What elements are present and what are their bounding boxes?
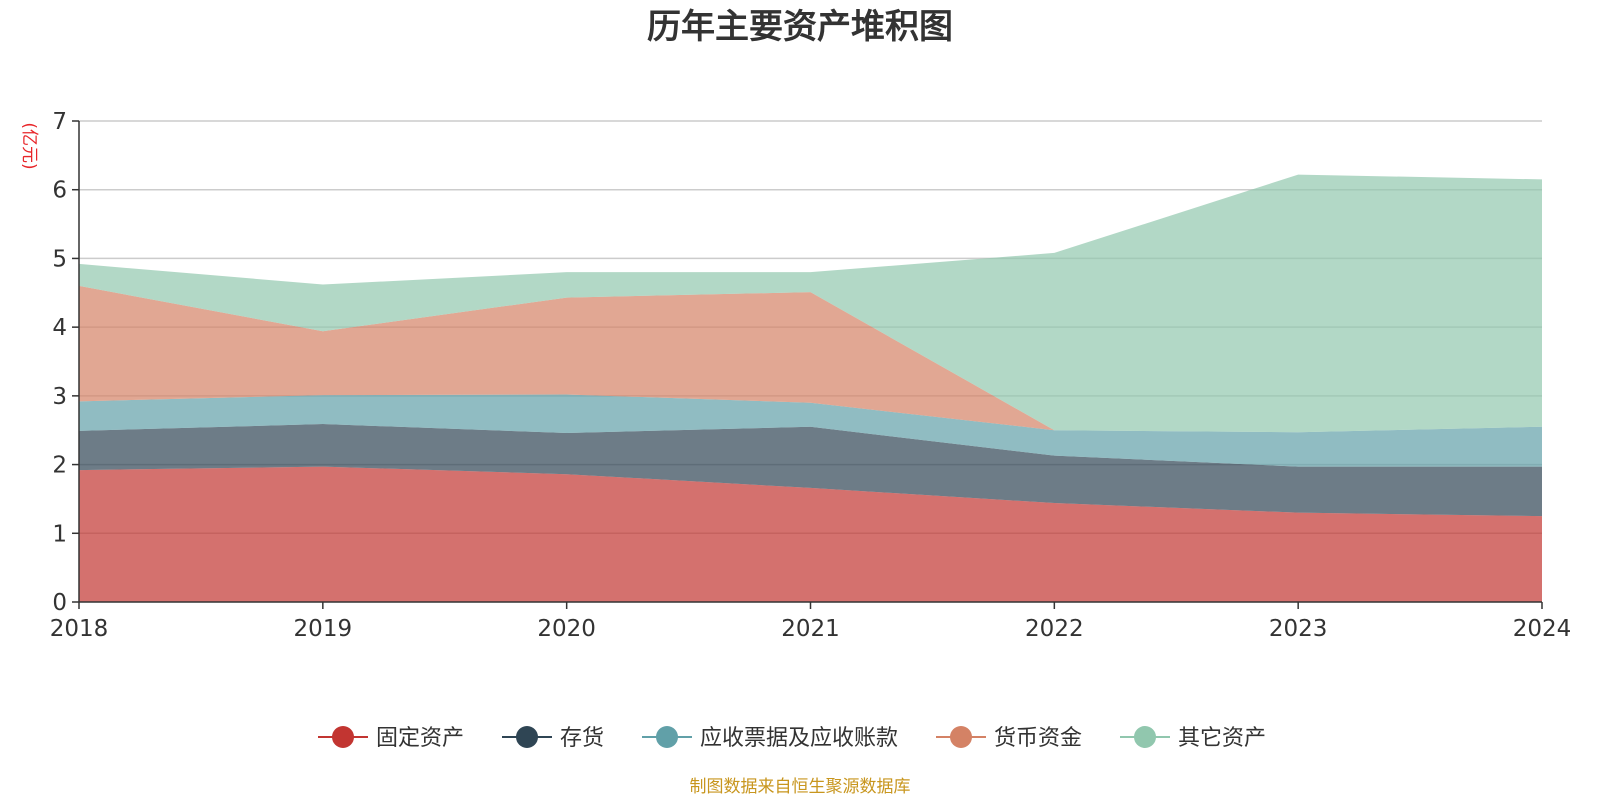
x-tick-label: 2022 — [1025, 616, 1084, 642]
legend-label: 固定资产 — [376, 726, 464, 751]
legend[interactable]: 固定资产 存货 应收票据及应收账款 货币资金 其它资产 — [318, 726, 1266, 751]
axes: 0 1 2 3 4 5 6 7 2018 2019 2020 2021 2022 2023 2024 — [50, 109, 1572, 642]
area-series-2[interactable] — [79, 424, 1542, 517]
area-series-4[interactable] — [79, 285, 1542, 433]
x-tick-label: 2018 — [50, 616, 109, 642]
area-series-3[interactable] — [79, 394, 1542, 467]
legend-item-5[interactable]: 其它资产 — [1120, 726, 1266, 751]
area-series-5[interactable] — [79, 174, 1542, 433]
y-axis-unit: (亿元) — [19, 122, 39, 169]
y-tick-label: 5 — [52, 246, 67, 272]
y-tick-label: 0 — [52, 590, 67, 616]
legend-marker — [332, 726, 354, 748]
legend-label: 应收票据及应收账款 — [700, 726, 898, 751]
y-tick-label: 1 — [52, 521, 67, 547]
legend-marker — [656, 726, 678, 748]
legend-label: 货币资金 — [994, 726, 1082, 751]
x-tick-label: 2020 — [537, 616, 596, 642]
y-tick-label: 6 — [52, 178, 67, 204]
chart-title: 历年主要资产堆积图 — [647, 7, 953, 47]
x-tick-label: 2024 — [1513, 616, 1572, 642]
legend-item-1[interactable]: 固定资产 — [318, 726, 464, 751]
data-source-note: 制图数据来自恒生聚源数据库 — [690, 777, 911, 797]
area-series-1[interactable] — [79, 466, 1542, 602]
legend-item-3[interactable]: 应收票据及应收账款 — [642, 726, 898, 751]
x-tick-label: 2021 — [781, 616, 840, 642]
area-series — [79, 174, 1542, 602]
y-tick-label: 3 — [52, 384, 67, 410]
y-tick-label: 2 — [52, 453, 67, 479]
legend-label: 存货 — [560, 726, 604, 751]
legend-marker — [516, 726, 538, 748]
legend-marker — [1134, 726, 1156, 748]
legend-label: 其它资产 — [1178, 726, 1266, 751]
legend-marker — [950, 726, 972, 748]
legend-item-2[interactable]: 存货 — [502, 726, 604, 751]
legend-item-4[interactable]: 货币资金 — [936, 726, 1082, 751]
y-tick-label: 4 — [52, 315, 67, 341]
x-tick-label: 2019 — [294, 616, 353, 642]
x-tick-label: 2023 — [1269, 616, 1328, 642]
y-tick-label: 7 — [52, 109, 67, 135]
